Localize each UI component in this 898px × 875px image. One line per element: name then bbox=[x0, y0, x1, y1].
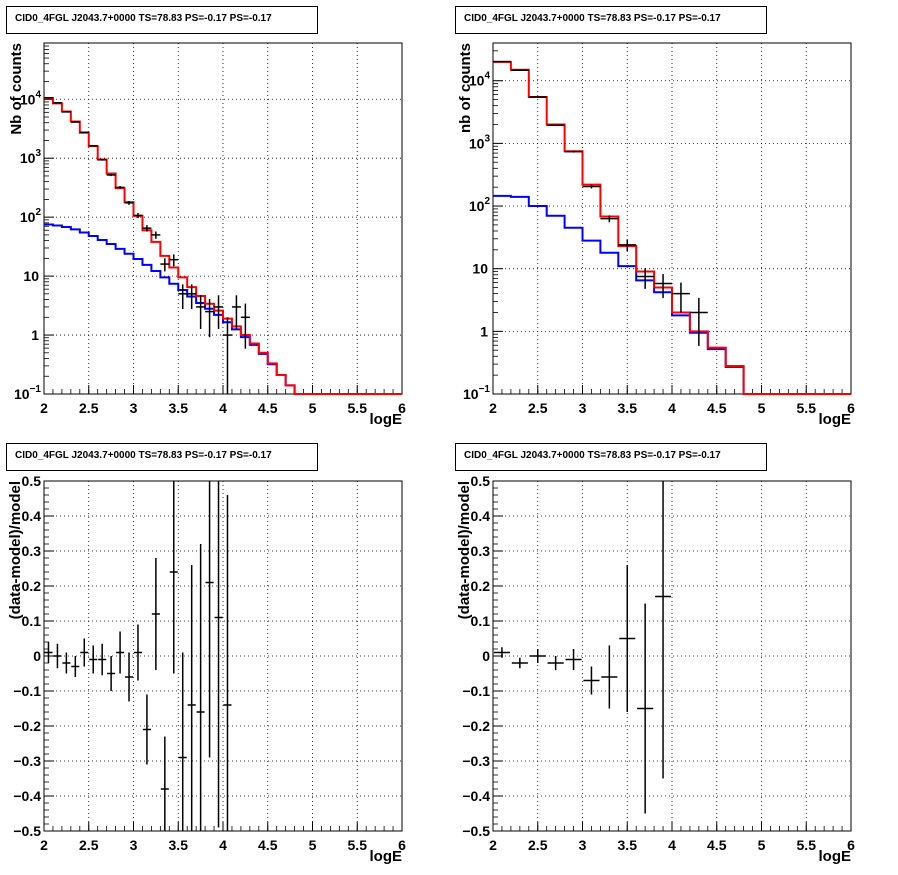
x-tick-label: 3 bbox=[130, 400, 138, 416]
y-tick-label: −0.1 bbox=[462, 683, 490, 699]
y-tick-label: 103 bbox=[20, 148, 42, 166]
x-tick-label: 3 bbox=[579, 837, 587, 853]
plot-title: CID0_4FGL J2043.7+0000 TS=78.83 PS=-0.17… bbox=[455, 6, 767, 34]
y-tick-label: 0 bbox=[33, 648, 41, 664]
y-tick-label: −0.5 bbox=[13, 823, 41, 839]
y-axis-label: nb of counts bbox=[457, 43, 474, 133]
x-tick-label: 5 bbox=[309, 400, 317, 416]
y-tick-label: −0.4 bbox=[13, 788, 41, 804]
y-tick-label: −0.1 bbox=[13, 683, 41, 699]
x-tick-label: 6 bbox=[847, 400, 855, 416]
x-tick-label: 4.5 bbox=[258, 837, 278, 853]
y-tick-label: −0.3 bbox=[462, 753, 490, 769]
x-tick-label: 3.5 bbox=[169, 837, 189, 853]
x-tick-label: 2 bbox=[40, 837, 48, 853]
y-tick-label: 0.1 bbox=[471, 613, 491, 629]
x-tick-label: 4 bbox=[219, 400, 227, 416]
x-tick-label: 6 bbox=[398, 400, 406, 416]
y-tick-label: 0.5 bbox=[471, 473, 491, 489]
residual-plot-right: 2 2.5 3 3.5 4 4.5 5 5.5 6 logE −0.5 −0.4 −0.3 −0.2 −0.… bbox=[449, 437, 898, 875]
y-tick-label: 1 bbox=[480, 323, 488, 339]
x-tick-label: 4 bbox=[668, 837, 676, 853]
x-tick-label: 6 bbox=[847, 837, 855, 853]
y-tick-label: 0.4 bbox=[22, 508, 42, 524]
y-tick-label: 0.5 bbox=[22, 473, 42, 489]
x-tick-label: 2.5 bbox=[79, 837, 99, 853]
x-tick-label: 6 bbox=[398, 837, 406, 853]
x-tick-label: 3.5 bbox=[618, 400, 638, 416]
x-tick-label: 2.5 bbox=[528, 400, 548, 416]
y-tick-label: −0.5 bbox=[462, 823, 490, 839]
counts-plot-right: 2 2.5 3 3.5 4 4.5 5 5.5 6 logE 10−1 1 10 102 103 104 nb … bbox=[449, 0, 898, 437]
x-tick-label: 3 bbox=[579, 400, 587, 416]
x-tick-label: 5 bbox=[758, 400, 766, 416]
total-model-histogram bbox=[44, 97, 402, 395]
residual-plot-left: 2 2.5 3 3.5 4 4.5 5 5.5 6 logE −0.5 −0.4 −0.3 −0.2 −0.… bbox=[0, 437, 449, 875]
x-tick-label: 5.5 bbox=[348, 837, 368, 853]
y-tick-label: 10−1 bbox=[463, 384, 490, 402]
x-axis-label: logE bbox=[819, 848, 852, 865]
x-tick-label: 2 bbox=[40, 400, 48, 416]
x-tick-label: 5.5 bbox=[797, 837, 817, 853]
y-tick-label: 0.3 bbox=[22, 543, 42, 559]
y-tick-label: 10−1 bbox=[14, 384, 41, 402]
x-tick-label: 3 bbox=[130, 837, 138, 853]
total-model-histogram bbox=[493, 60, 851, 395]
x-tick-label: 3.5 bbox=[169, 400, 189, 416]
x-tick-label: 5.5 bbox=[797, 400, 817, 416]
y-tick-label: 103 bbox=[469, 133, 491, 151]
y-tick-label: 0.1 bbox=[22, 613, 42, 629]
y-tick-label: 0.2 bbox=[471, 578, 491, 594]
x-axis-label: logE bbox=[819, 411, 852, 428]
y-axis-label: (data-model)/model bbox=[456, 481, 473, 619]
plot-title: CID0_4FGL J2043.7+0000 TS=78.83 PS=-0.17… bbox=[6, 443, 318, 471]
y-axis-label: (data-model)/model bbox=[7, 481, 24, 619]
y-tick-label: 10 bbox=[472, 261, 488, 277]
x-tick-label: 2.5 bbox=[528, 837, 548, 853]
x-tick-label: 4.5 bbox=[258, 400, 278, 416]
y-tick-label: 0.4 bbox=[471, 508, 491, 524]
x-tick-label: 5 bbox=[758, 837, 766, 853]
y-tick-label: −0.3 bbox=[13, 753, 41, 769]
x-tick-label: 3.5 bbox=[618, 837, 638, 853]
y-tick-label: 1 bbox=[31, 327, 39, 343]
x-tick-label: 4.5 bbox=[707, 837, 727, 853]
y-tick-label: 0.2 bbox=[22, 578, 42, 594]
x-tick-label: 2 bbox=[489, 837, 497, 853]
x-tick-label: 4 bbox=[219, 837, 227, 853]
plot-title: CID0_4FGL J2043.7+0000 TS=78.83 PS=-0.17… bbox=[455, 443, 767, 471]
y-tick-label: 10 bbox=[23, 268, 39, 284]
y-tick-label: 104 bbox=[469, 71, 491, 89]
x-tick-label: 4 bbox=[668, 400, 676, 416]
y-tick-label: −0.2 bbox=[13, 718, 41, 734]
y-tick-label: −0.4 bbox=[462, 788, 490, 804]
plot-title: CID0_4FGL J2043.7+0000 TS=78.83 PS=-0.17… bbox=[6, 6, 318, 34]
background-model-histogram bbox=[44, 223, 402, 395]
x-tick-label: 2 bbox=[489, 400, 497, 416]
x-axis-label: logE bbox=[370, 411, 403, 428]
y-axis-label: Nb of counts bbox=[8, 43, 25, 135]
x-tick-label: 2.5 bbox=[79, 400, 99, 416]
y-tick-label: 0.3 bbox=[471, 543, 491, 559]
x-tick-label: 4.5 bbox=[707, 400, 727, 416]
x-axis-label: logE bbox=[370, 848, 403, 865]
y-tick-label: −0.2 bbox=[462, 718, 490, 734]
counts-plot-left: 2 2.5 3 3.5 4 4.5 5 5.5 6 logE 10−1 1 10 102 103 104 Nb … bbox=[0, 0, 449, 437]
y-tick-label: 0 bbox=[482, 648, 490, 664]
y-tick-label: 104 bbox=[20, 89, 42, 107]
x-tick-label: 5.5 bbox=[348, 400, 368, 416]
y-tick-label: 102 bbox=[20, 207, 42, 225]
y-tick-label: 102 bbox=[469, 196, 491, 214]
x-tick-label: 5 bbox=[309, 837, 317, 853]
